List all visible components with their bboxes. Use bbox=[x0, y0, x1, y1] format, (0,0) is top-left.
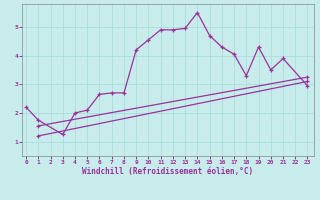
X-axis label: Windchill (Refroidissement éolien,°C): Windchill (Refroidissement éolien,°C) bbox=[83, 167, 253, 176]
